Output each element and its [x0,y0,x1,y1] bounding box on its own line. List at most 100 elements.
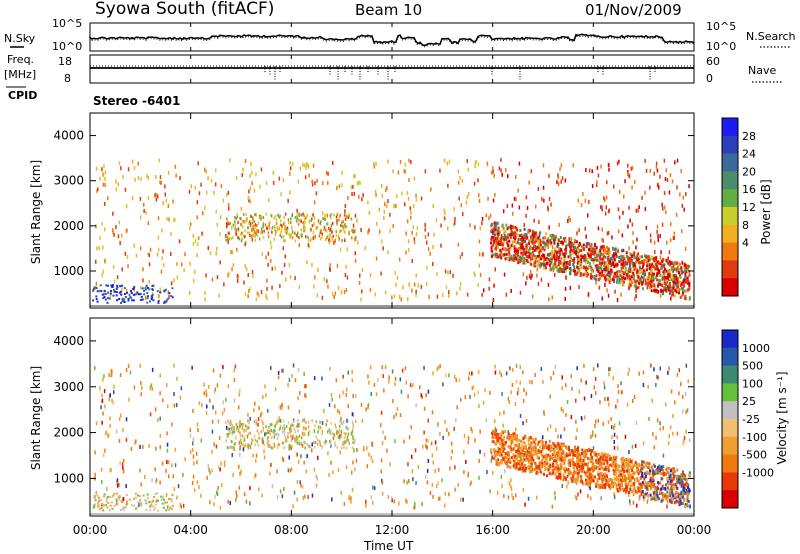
echo-cell [227,221,229,225]
echo-cell [109,293,112,298]
echo-cell [95,281,98,286]
echo-cell [477,162,480,167]
echo-cell [110,373,113,378]
echo-cell [251,238,254,242]
echo-cell [592,261,595,265]
echo-cell [291,374,293,378]
echo-cell [508,481,511,486]
echo-cell [650,284,653,288]
echo-cell [598,273,601,277]
echo-cell [572,466,575,469]
echo-cell [306,213,308,217]
echo-cell [502,443,505,447]
echo-cell [403,169,405,174]
echo-cell [330,393,333,397]
echo-cell [579,263,582,267]
echo-cell [567,480,569,485]
echo-cell [106,301,109,304]
echo-cell [104,201,106,206]
echo-cell [585,452,588,456]
echo-cell [517,188,519,193]
echo-cell [360,297,362,302]
echo-cell [662,270,665,274]
echo-cell [567,458,570,462]
echo-cell [627,172,629,177]
echo-cell [593,451,596,455]
echo-cell [578,228,580,233]
echo-cell [515,226,518,230]
echo-cell [550,241,553,245]
echo-cell [663,205,666,210]
echo-cell [426,265,428,270]
echo-cell [159,180,161,185]
echo-cell [104,227,106,232]
echo-cell [589,483,591,487]
echo-cell [198,401,201,406]
echo-cell [505,371,508,376]
echo-cell [628,251,631,255]
echo-cell [291,225,293,229]
echo-cell [485,418,488,423]
echo-cell [647,277,649,281]
echo-cell [312,236,315,241]
echo-cell [609,463,612,467]
echo-cell [252,453,254,458]
echo-cell [330,223,333,228]
echo-cell [102,171,104,176]
echo-cell [635,421,638,425]
echo-cell [139,293,142,296]
echo-cell [155,197,158,202]
echo-cell [263,449,265,454]
echo-cell [671,268,674,272]
echo-cell [517,233,520,237]
echo-cell [504,459,507,463]
echo-cell [240,239,243,243]
echo-cell [514,402,517,406]
echo-cell [604,198,606,202]
echo-cell [672,283,675,287]
echo-cell [655,264,658,268]
echo-cell [503,445,506,449]
echo-cell [602,238,604,243]
echo-cell [609,260,612,264]
echo-cell [110,290,112,293]
echo-cell [496,238,499,242]
echo-cell [593,275,596,279]
echo-cell [335,215,338,219]
echo-cell [627,224,629,229]
echo-cell [133,286,136,289]
echo-cell [628,267,631,271]
echo-cell [528,229,531,233]
echo-cell [534,237,537,241]
echo-cell [661,498,664,502]
echo-cell [498,448,501,452]
echo-cell [657,290,660,294]
echo-cell [240,217,242,221]
echo-cell [606,455,609,459]
echo-cell [510,478,512,483]
echo-cell [517,454,520,458]
echo-cell [354,213,357,218]
echo-cell [267,231,270,235]
echo-cell [675,289,678,293]
echo-cell [680,282,683,286]
echo-cell [101,273,104,277]
echo-cell [218,436,221,441]
echo-cell [547,282,550,287]
echo-cell [651,283,654,287]
echo-cell [603,381,605,386]
echo-cell [655,260,658,265]
echo-cell [560,452,563,456]
echo-cell [123,298,125,301]
echo-cell [559,249,562,253]
echo-cell [511,383,514,387]
echo-cell [598,462,601,466]
echo-cell [590,458,592,462]
echo-cell [189,222,192,227]
echo-cell [583,458,586,462]
echo-cell [672,266,675,270]
echo-cell [595,253,598,257]
echo-cell [516,435,519,439]
echo-cell [607,266,610,270]
echo-cell [454,374,456,379]
